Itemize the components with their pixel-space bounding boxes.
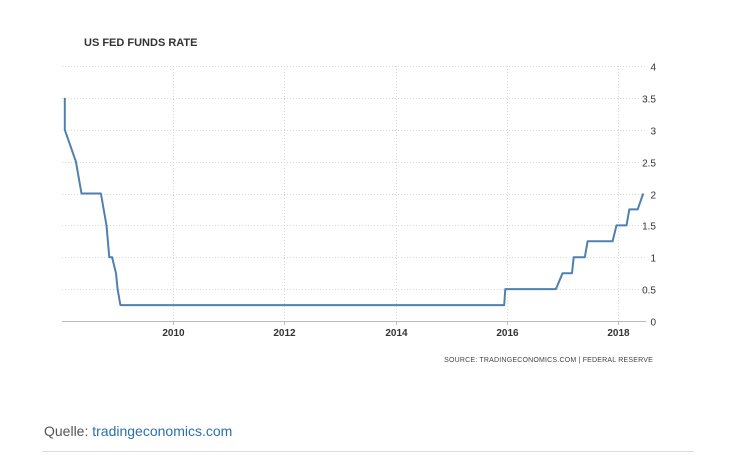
footer-source-link[interactable]: tradingeconomics.com — [92, 423, 233, 439]
footer-divider — [42, 451, 694, 452]
x-tick-label: 2016 — [496, 328, 519, 339]
footer-label: Quelle: — [44, 423, 89, 439]
footer-source: Quelle: tradingeconomics.com — [44, 423, 232, 439]
series-layer — [63, 97, 645, 307]
y-tick-label: 3.5 — [642, 95, 656, 106]
x-tick-label: 2010 — [162, 328, 185, 339]
x-tick-label: 2014 — [385, 328, 408, 339]
y-tick-label: 4 — [650, 63, 656, 74]
y-tick-label: 0 — [650, 318, 656, 329]
x-tick-label: 2012 — [273, 328, 296, 339]
y-axis-tick-labels: 0 0.5 1 1.5 2 2.5 3 3.5 4 — [642, 63, 656, 329]
chart-title: US FED FUNDS RATE — [84, 37, 197, 49]
y-tick-label: 3 — [650, 127, 656, 138]
y-tick-label: 1.5 — [642, 222, 656, 233]
fed-funds-rate-chart: US FED FUNDS RATE 0 0.5 1 1.5 2 2.5 3 3.5 4 2010… — [62, 37, 656, 364]
x-axis-tick-labels: 2010 2012 2014 2016 2018 — [162, 328, 630, 339]
y-tick-label: 0.5 — [642, 286, 656, 297]
series-line — [63, 97, 645, 307]
y-tick-label: 1 — [650, 254, 656, 265]
grid-lines — [62, 66, 646, 325]
source-note: SOURCE: TRADINGECONOMICS.COM | FEDERAL R… — [444, 357, 653, 364]
x-tick-label: 2018 — [607, 328, 630, 339]
y-tick-label: 2 — [650, 191, 656, 202]
y-tick-label: 2.5 — [642, 159, 656, 170]
